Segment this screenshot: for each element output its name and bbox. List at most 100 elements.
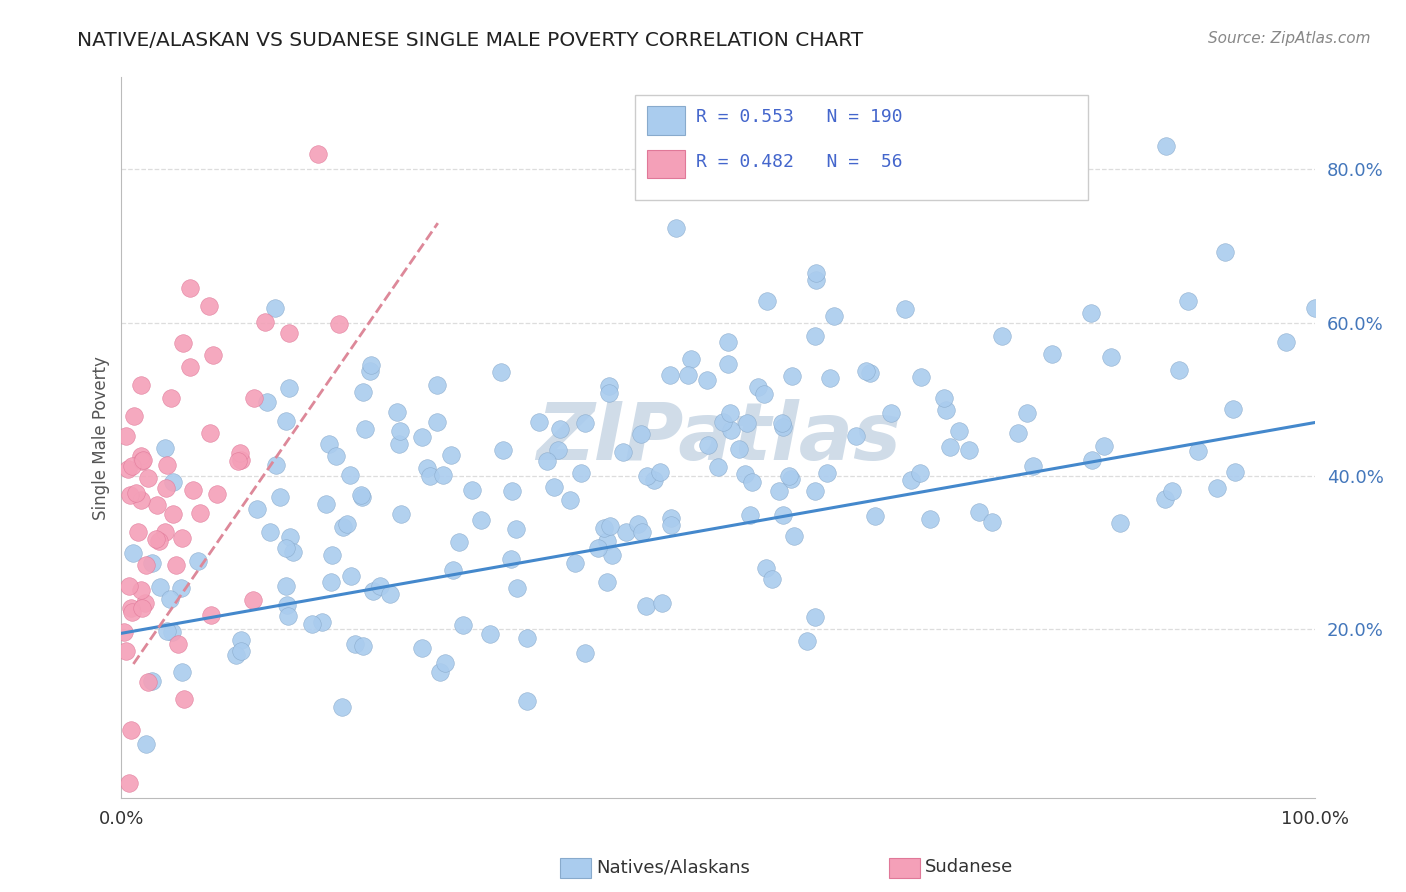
Point (659, 518, 682, 533)
Point (991, 329, 1014, 343)
Point (274, 541, 297, 556)
Point (957, 443, 980, 458)
Point (1109, 516, 1132, 531)
Point (470, 513, 492, 527)
Point (141, 673, 163, 688)
Point (932, 391, 955, 405)
Point (278, 326, 301, 340)
Point (1222, 402, 1244, 417)
Point (1081, 453, 1104, 467)
Point (818, 371, 841, 385)
Point (350, 491, 373, 505)
Point (1213, 245, 1236, 260)
Point (783, 529, 806, 543)
Point (136, 470, 159, 484)
Point (558, 492, 581, 507)
Point (170, 581, 193, 595)
Point (779, 472, 801, 486)
Point (1275, 335, 1298, 350)
Point (114, 643, 136, 657)
Point (527, 415, 550, 429)
Point (564, 556, 586, 570)
Point (325, 449, 347, 463)
Point (1177, 294, 1199, 309)
Point (156, 458, 179, 472)
Point (650, 466, 672, 480)
Point (352, 384, 374, 399)
Point (447, 535, 470, 549)
Point (863, 508, 886, 523)
FancyBboxPatch shape (634, 95, 1088, 200)
Point (360, 358, 382, 372)
Point (330, 699, 353, 714)
Point (378, 587, 401, 601)
Point (718, 406, 741, 420)
Point (339, 467, 361, 482)
Point (166, 637, 188, 651)
Point (598, 379, 620, 393)
Point (1015, 406, 1038, 420)
Point (711, 416, 734, 430)
Point (1022, 458, 1045, 473)
Point (451, 618, 474, 632)
Point (226, 453, 249, 467)
Point (359, 364, 381, 378)
Point (153, 441, 176, 455)
Point (1187, 444, 1209, 458)
Point (1167, 362, 1189, 376)
Point (918, 512, 941, 526)
Point (336, 517, 359, 532)
Point (492, 443, 515, 458)
Point (269, 490, 291, 504)
Point (499, 552, 522, 566)
Point (651, 596, 673, 610)
Text: Sudanese: Sudanese (925, 858, 1014, 876)
Point (411, 641, 433, 656)
Point (134, 596, 156, 610)
Point (1154, 139, 1177, 153)
Point (939, 440, 962, 454)
Point (132, 452, 155, 467)
Point (277, 609, 299, 624)
Point (162, 475, 184, 490)
Point (501, 483, 523, 498)
Point (1303, 301, 1326, 316)
Point (361, 583, 384, 598)
Point (741, 475, 763, 489)
Point (159, 592, 181, 607)
Point (231, 632, 253, 647)
Point (1153, 492, 1175, 507)
Point (352, 639, 374, 653)
Point (278, 381, 301, 395)
Point (935, 403, 957, 417)
Point (231, 644, 253, 658)
Point (600, 548, 623, 562)
Point (1040, 347, 1063, 361)
Point (264, 301, 287, 315)
Point (388, 424, 411, 438)
Point (188, 506, 211, 520)
Text: Natives/Alaskans: Natives/Alaskans (596, 858, 749, 876)
Text: R = 0.482   N =  56: R = 0.482 N = 56 (696, 153, 903, 170)
Point (516, 694, 538, 708)
Point (664, 220, 686, 235)
Point (768, 484, 790, 499)
Point (727, 442, 749, 456)
Point (505, 522, 527, 536)
Point (332, 520, 354, 534)
Bar (647, 106, 685, 135)
Point (131, 453, 153, 467)
Point (135, 738, 157, 752)
Point (198, 426, 221, 441)
Point (120, 488, 142, 502)
Text: ZIPatlas: ZIPatlas (536, 399, 901, 477)
Point (441, 563, 464, 577)
Point (112, 624, 135, 639)
Point (598, 386, 620, 401)
Point (681, 351, 703, 366)
Point (780, 368, 803, 383)
Point (547, 443, 569, 458)
Bar (647, 150, 685, 178)
Point (630, 427, 652, 442)
Text: NATIVE/ALASKAN VS SUDANESE SINGLE MALE POVERTY CORRELATION CHART: NATIVE/ALASKAN VS SUDANESE SINGLE MALE P… (77, 31, 863, 50)
